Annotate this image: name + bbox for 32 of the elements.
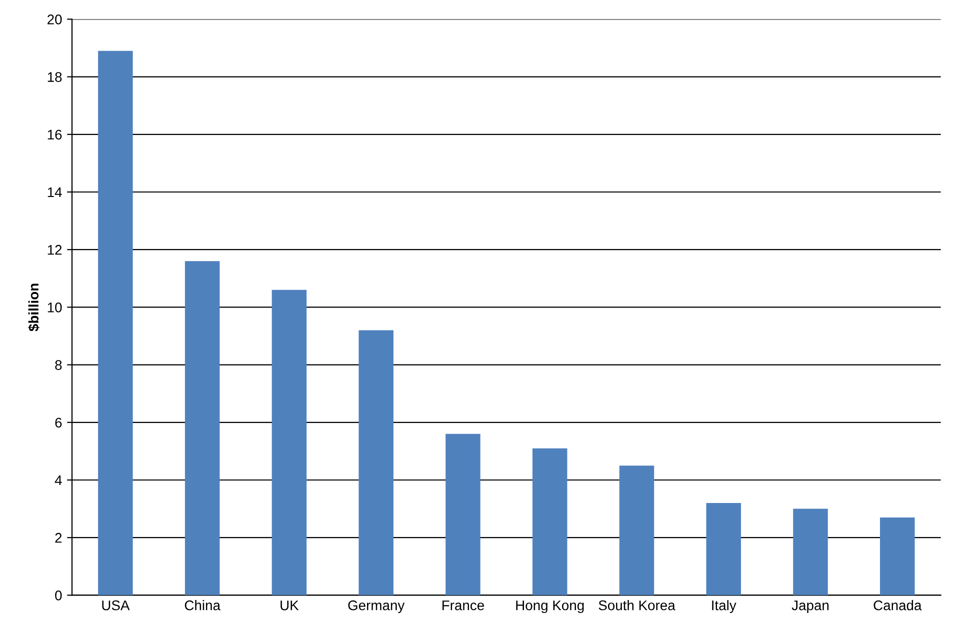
y-axis-title: $billion: [28, 284, 40, 332]
x-tick-label: Canada: [874, 600, 922, 610]
x-tick-label: France: [442, 600, 484, 610]
y-tick-label: 20: [48, 14, 62, 24]
x-tick-label: Italy: [712, 600, 736, 614]
bar: [446, 434, 480, 596]
y-tick-label: 6: [55, 418, 62, 428]
y-tick-label: 10: [48, 302, 62, 312]
x-tick-label: USA: [102, 600, 130, 610]
x-tick-label: Hong Kong: [516, 600, 584, 614]
y-tick-label: 2: [55, 532, 62, 543]
y-tick-label: 18: [48, 72, 62, 82]
x-tick-label: Japan: [792, 600, 828, 614]
bar: [706, 503, 741, 596]
x-tick-label: Germany: [348, 600, 405, 614]
y-tick-label: 14: [48, 187, 62, 198]
x-tick-label: South Korea: [598, 600, 676, 610]
y-tick-label: 12: [48, 244, 62, 255]
y-tick-label: 16: [48, 130, 62, 140]
bar: [272, 290, 307, 596]
bar: [880, 517, 915, 596]
bar: [532, 448, 568, 596]
bar: [98, 50, 133, 596]
bar: [184, 261, 220, 596]
bar: [619, 466, 654, 596]
y-tick-label: 0: [55, 590, 62, 600]
x-tick-label: UK: [280, 600, 299, 610]
x-tick-label: China: [184, 600, 220, 610]
y-tick-label: 4: [54, 475, 62, 486]
y-tick-label: 8: [55, 360, 62, 370]
bar: [358, 330, 394, 596]
bar: [793, 508, 828, 596]
